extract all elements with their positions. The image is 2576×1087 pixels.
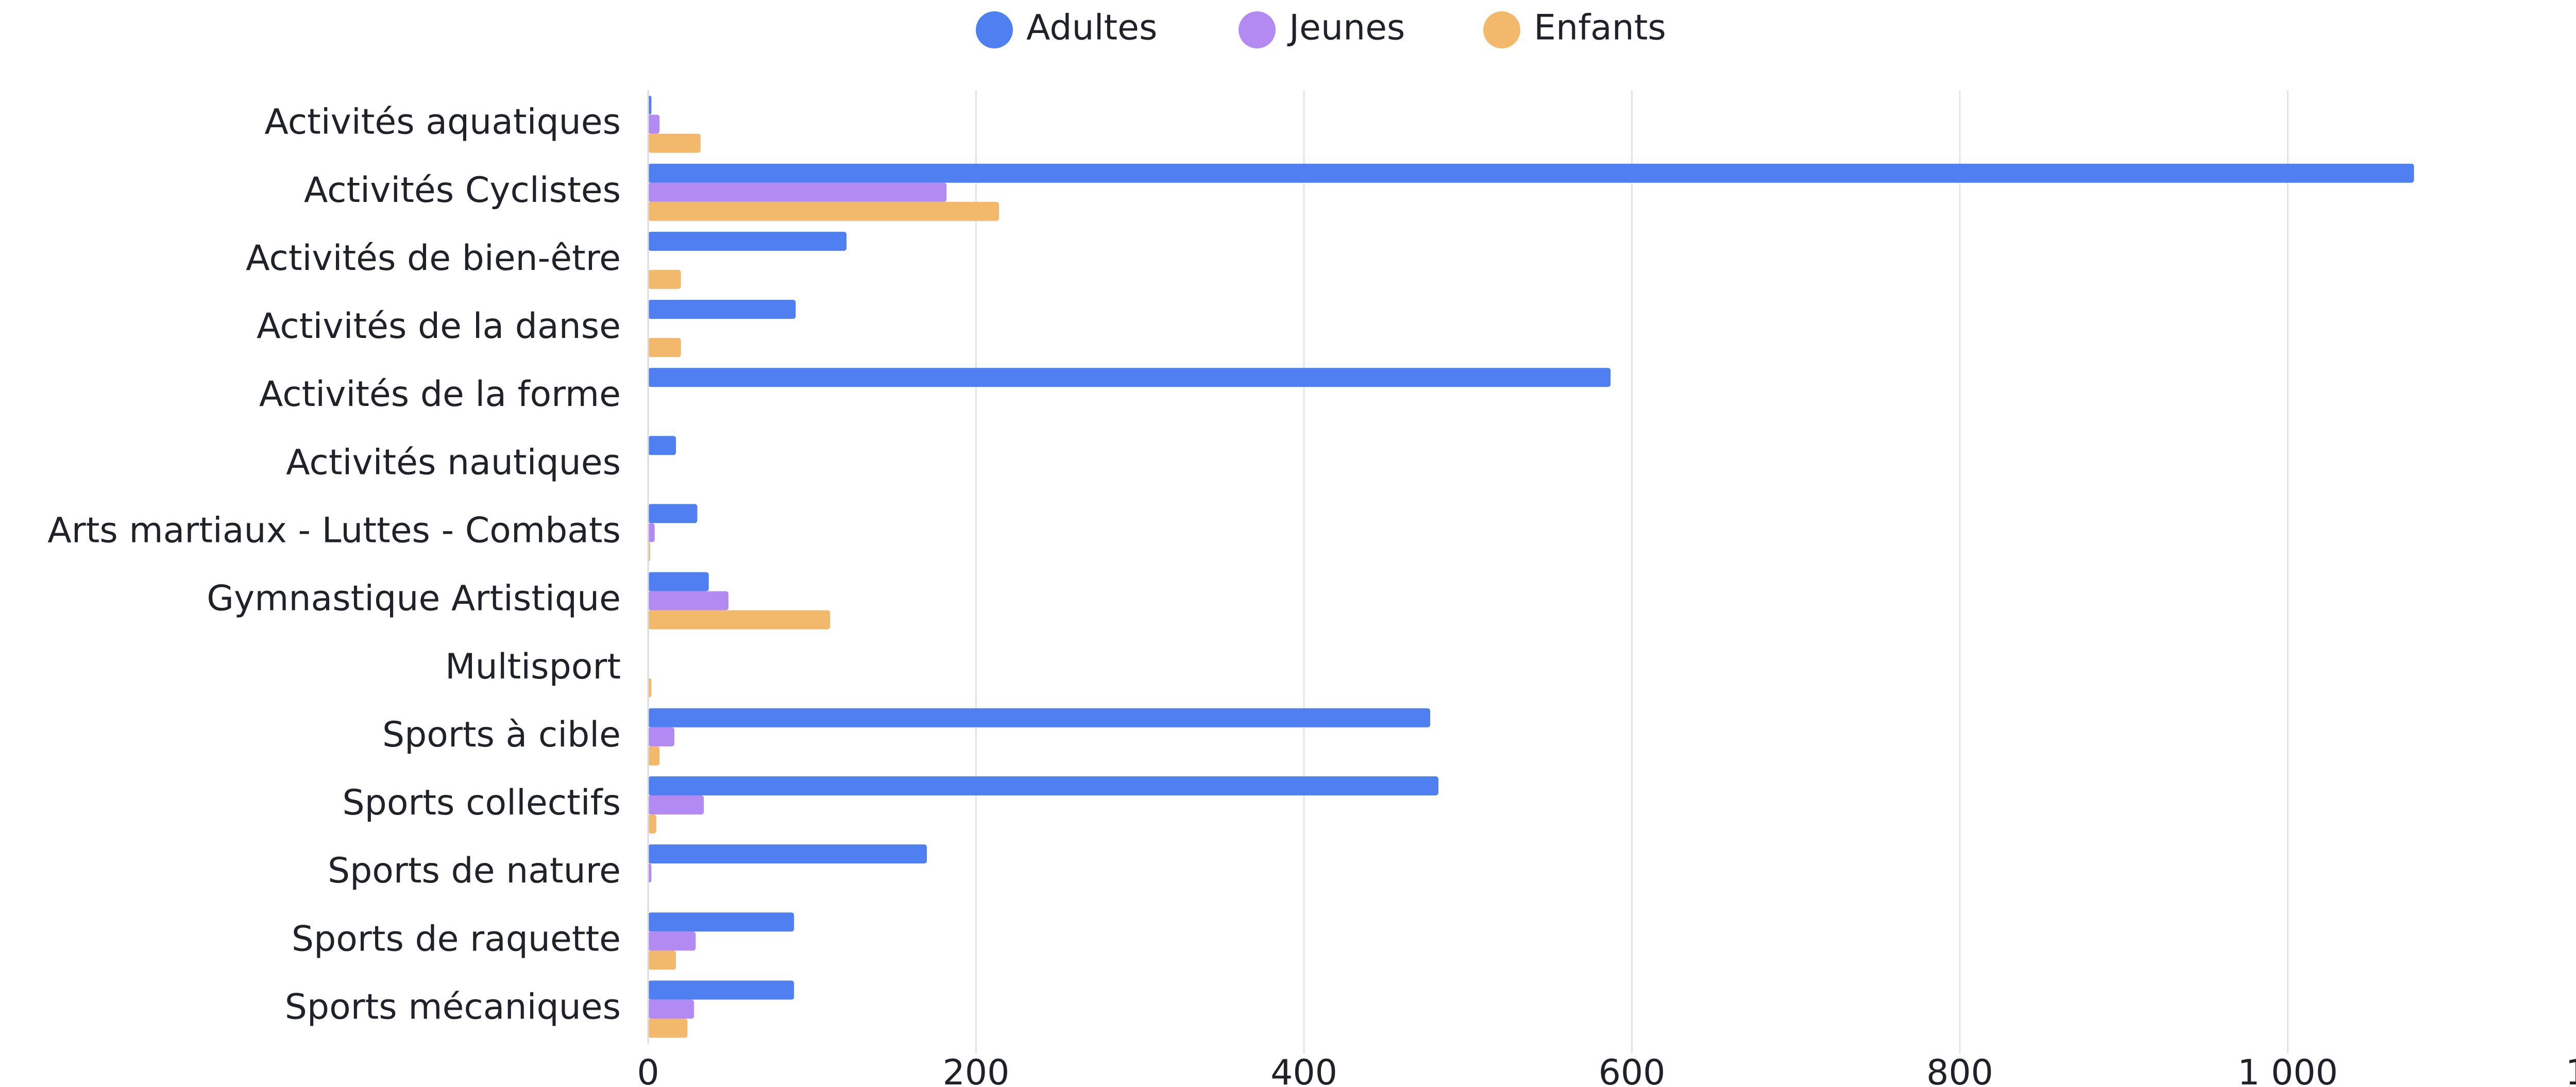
- legend-marker-jeunes: [1239, 11, 1276, 48]
- category-label: Activités de la danse: [257, 306, 621, 347]
- bar-adultes: [648, 368, 1611, 387]
- bar-jeunes: [648, 863, 652, 883]
- category-label: Sports à cible: [382, 715, 621, 755]
- bar-adultes: [648, 776, 1438, 795]
- bar-adultes: [648, 844, 927, 864]
- bar-enfants: [648, 610, 831, 630]
- category-label: Activités de la forme: [259, 374, 621, 415]
- value-axis: 0 200 400 600 800 1 000 1 200: [637, 1052, 2576, 1087]
- bar-adultes: [648, 572, 709, 591]
- bar-jeunes: [648, 523, 655, 542]
- category-label: Sports mécaniques: [285, 987, 621, 1027]
- bar-jeunes: [648, 999, 694, 1019]
- x-tick-label: 0: [637, 1052, 659, 1087]
- bar-enfants: [648, 269, 681, 289]
- bar-enfants: [648, 678, 652, 698]
- bar-jeunes: [648, 931, 696, 951]
- chart-legend: Adultes Jeunes Enfants: [976, 8, 1666, 48]
- bar-adultes: [648, 231, 847, 251]
- bar-enfants: [648, 133, 701, 153]
- bar-adultes: [648, 708, 1431, 727]
- category-axis: Activités aquatiques Activités Cyclistes A…: [47, 102, 621, 1028]
- bar-enfants: [648, 201, 999, 221]
- bar-enfants: [648, 950, 676, 970]
- bar-enfants: [648, 814, 656, 834]
- category-label: Arts martiaux - Luttes - Combats: [47, 510, 621, 551]
- category-label: Activités nautiques: [286, 442, 621, 483]
- category-label: Sports de raquette: [292, 919, 621, 959]
- category-label: Activités Cyclistes: [304, 170, 621, 211]
- legend-label: Enfants: [1534, 8, 1666, 48]
- bar-adultes: [648, 300, 796, 319]
- bar-adultes: [648, 504, 698, 523]
- bar-enfants: [648, 1018, 688, 1038]
- bar-jeunes: [648, 591, 728, 610]
- category-label: Activités aquatiques: [264, 102, 621, 143]
- bar-enfants: [648, 746, 660, 766]
- category-label: Activités de bien-être: [246, 238, 621, 279]
- x-tick-label: 600: [1599, 1052, 1666, 1087]
- x-tick-label: 1 000: [2238, 1052, 2338, 1087]
- x-tick-label: 400: [1270, 1052, 1337, 1087]
- bars: [647, 90, 2414, 1043]
- category-label: Sports collectifs: [342, 783, 621, 823]
- x-tick-label: 200: [943, 1052, 1010, 1087]
- bar-adultes: [648, 436, 676, 455]
- category-label: Gymnastique Artistique: [207, 579, 621, 619]
- gridlines: [975, 90, 2289, 1054]
- bar-jeunes: [648, 114, 660, 134]
- bar-adultes: [648, 163, 2414, 183]
- bar-enfants: [648, 338, 681, 357]
- bar-adultes: [648, 980, 794, 1000]
- x-tick-label: 800: [1926, 1052, 1993, 1087]
- legend-marker-adultes: [976, 11, 1013, 48]
- bar-jeunes: [648, 727, 674, 746]
- category-label: Sports de nature: [328, 851, 621, 891]
- x-tick-label: 1 200: [2566, 1052, 2576, 1087]
- legend-marker-enfants: [1483, 11, 1520, 48]
- legend-label: Adultes: [1026, 8, 1157, 48]
- category-label: Multisport: [445, 647, 621, 687]
- bar-adultes: [648, 95, 652, 115]
- legend-label: Jeunes: [1287, 8, 1405, 48]
- bar-adultes: [648, 912, 794, 932]
- bar-jeunes: [648, 795, 704, 814]
- bar-jeunes: [648, 182, 947, 202]
